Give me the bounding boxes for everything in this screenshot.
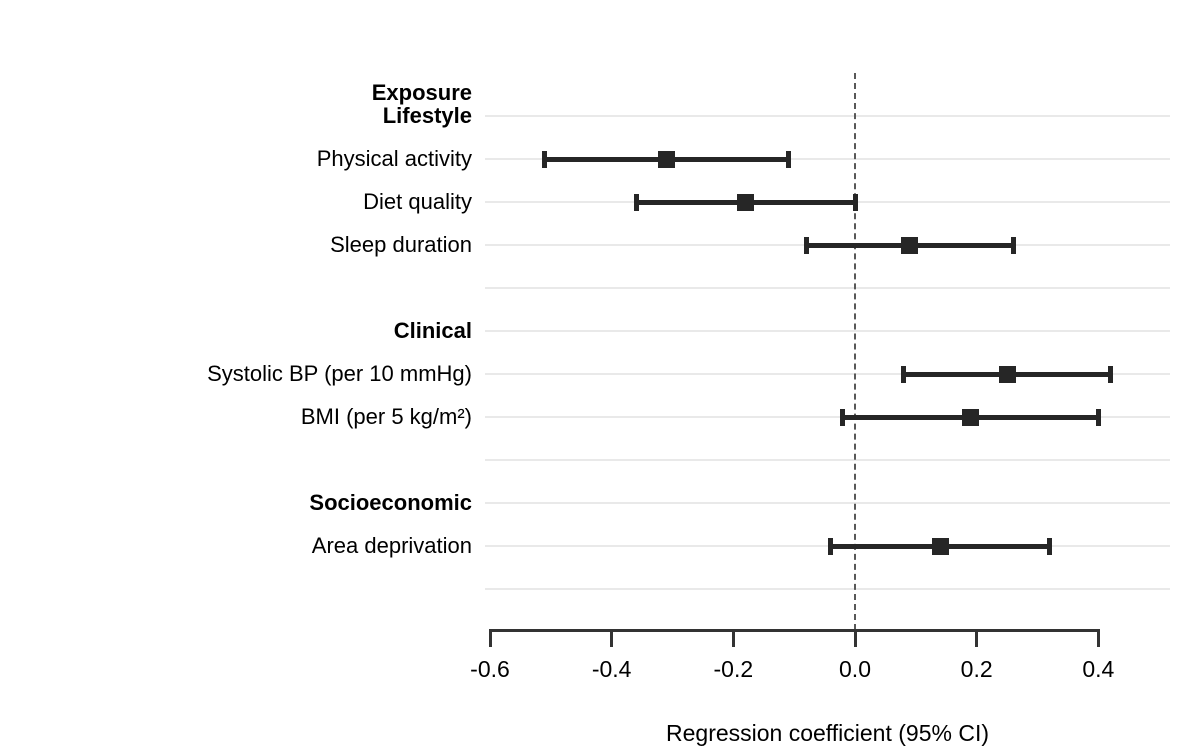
x-axis-tick-label: 0.0 [839, 656, 871, 682]
gridline [485, 416, 1170, 418]
group-label: Clinical [393, 318, 472, 343]
exposure-row-label: Sleep duration [330, 232, 472, 257]
gridline [485, 158, 1170, 160]
exposure-row-label: Physical activity [316, 146, 472, 171]
x-axis-tick-label: -0.4 [591, 656, 632, 682]
point-estimate-marker [962, 408, 980, 426]
group-label: Lifestyle [382, 103, 472, 128]
point-estimate-marker [998, 365, 1016, 383]
ci-cap-lower [633, 193, 639, 211]
x-axis-tick [610, 632, 614, 647]
ci-cap-upper [1107, 365, 1113, 383]
exposure-row-label: Area deprivation [311, 533, 472, 558]
x-axis-title: Regression coefficient (95% CI) [666, 720, 989, 746]
ci-cap-lower [803, 236, 809, 254]
gridline [485, 330, 1170, 332]
exposure-row-label: Diet quality [363, 189, 472, 214]
point-estimate-marker [737, 193, 754, 211]
group-label: Socioeconomic [309, 490, 472, 515]
zero-reference-line [854, 73, 856, 630]
ci-cap-upper [1095, 408, 1101, 426]
gridline [485, 588, 1170, 590]
x-axis-tick-label: -0.6 [470, 656, 510, 682]
point-estimate-marker [931, 537, 949, 555]
exposure-row-label: BMI (per 5 kg/m²) [300, 404, 472, 429]
gridline [485, 459, 1170, 461]
x-axis-tick-label: 0.4 [1082, 656, 1115, 682]
ci-cap-lower [840, 408, 846, 426]
gridline [485, 287, 1170, 289]
ci-cap-lower [901, 365, 907, 383]
exposure-row-label: Systolic BP (per 10 mmHg) [207, 361, 472, 386]
x-axis-tick-label: 0.2 [960, 656, 993, 682]
gridline [485, 373, 1170, 375]
x-axis-tick-label: -0.2 [713, 656, 754, 682]
x-axis-tick [488, 632, 492, 647]
x-axis-line [489, 629, 1100, 632]
ci-cap-upper [1047, 537, 1053, 555]
ci-cap-lower [828, 537, 834, 555]
gridline [485, 115, 1170, 117]
x-axis-tick [1096, 632, 1100, 647]
point-estimate-marker [901, 236, 919, 254]
ci-cap-lower [542, 150, 548, 168]
ci-cap-upper [785, 150, 791, 168]
ci-cap-upper [852, 193, 858, 211]
x-axis-tick [731, 632, 735, 647]
gridline [485, 502, 1170, 504]
exposure-column-header: Exposure [371, 80, 472, 105]
point-estimate-marker [657, 150, 675, 168]
ci-cap-upper [1010, 236, 1016, 254]
gridline [485, 545, 1170, 547]
x-axis-tick [975, 632, 979, 647]
x-axis-tick [853, 632, 857, 647]
